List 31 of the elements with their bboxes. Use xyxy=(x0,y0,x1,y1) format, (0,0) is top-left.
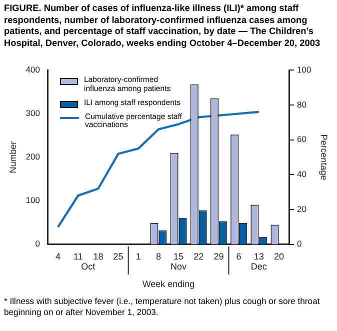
x-tick-label: 25 xyxy=(113,251,124,262)
y2-tick-label: 40 xyxy=(297,169,307,180)
x-tick-label: 20 xyxy=(274,251,284,262)
x-axis-title: Week ending xyxy=(142,279,195,290)
text: Oct xyxy=(81,261,96,272)
y-tick-label: 300 xyxy=(26,108,40,118)
y2-tick-label: 20 xyxy=(297,204,307,214)
x-tick-label: 22 xyxy=(194,251,204,262)
text: Dec xyxy=(250,261,268,272)
x-tick-label: 1 xyxy=(136,251,141,262)
x-tick-label: 13 xyxy=(254,251,264,262)
x-tick-label: 6 xyxy=(236,251,242,262)
x-tick-label: 15 xyxy=(174,251,184,262)
y2-tick-label: 100 xyxy=(297,64,312,74)
x-tick-label: 29 xyxy=(214,251,224,262)
y2-tick-label: 60 xyxy=(297,134,307,144)
y2-axis-title: Percentage xyxy=(319,134,330,180)
y-axis-title: Number xyxy=(8,141,18,174)
text: * Illness with subjective fever (i.e., temperature not taken) plus cough or sore throat beginning on or after November 1, 2003. xyxy=(4,296,321,317)
y2-tick-label: 0 xyxy=(297,238,302,249)
y2-tick-label: 80 xyxy=(297,99,307,110)
y-tick-label: 400 xyxy=(26,64,40,74)
x-tick-label: 8 xyxy=(156,251,161,262)
x-tick-label: 18 xyxy=(93,251,104,262)
text: Nov xyxy=(170,261,188,272)
y-tick-label: 100 xyxy=(26,195,40,206)
x-tick-label: 11 xyxy=(73,251,83,262)
chart-title: FIGURE. Number of cases of influenza-like illness (ILI)* among staff respondents, number of laboratory-confirmed influenza cases among patients, and percentage of staff vaccination, by date — The Children’s Hospital, Denver, Colorado, weeks ending October 4–December 20, 2003 xyxy=(4,3,322,49)
y-tick-label: 200 xyxy=(26,152,40,162)
y-tick-label: 0 xyxy=(35,238,40,249)
x-tick-label: 4 xyxy=(56,251,61,262)
